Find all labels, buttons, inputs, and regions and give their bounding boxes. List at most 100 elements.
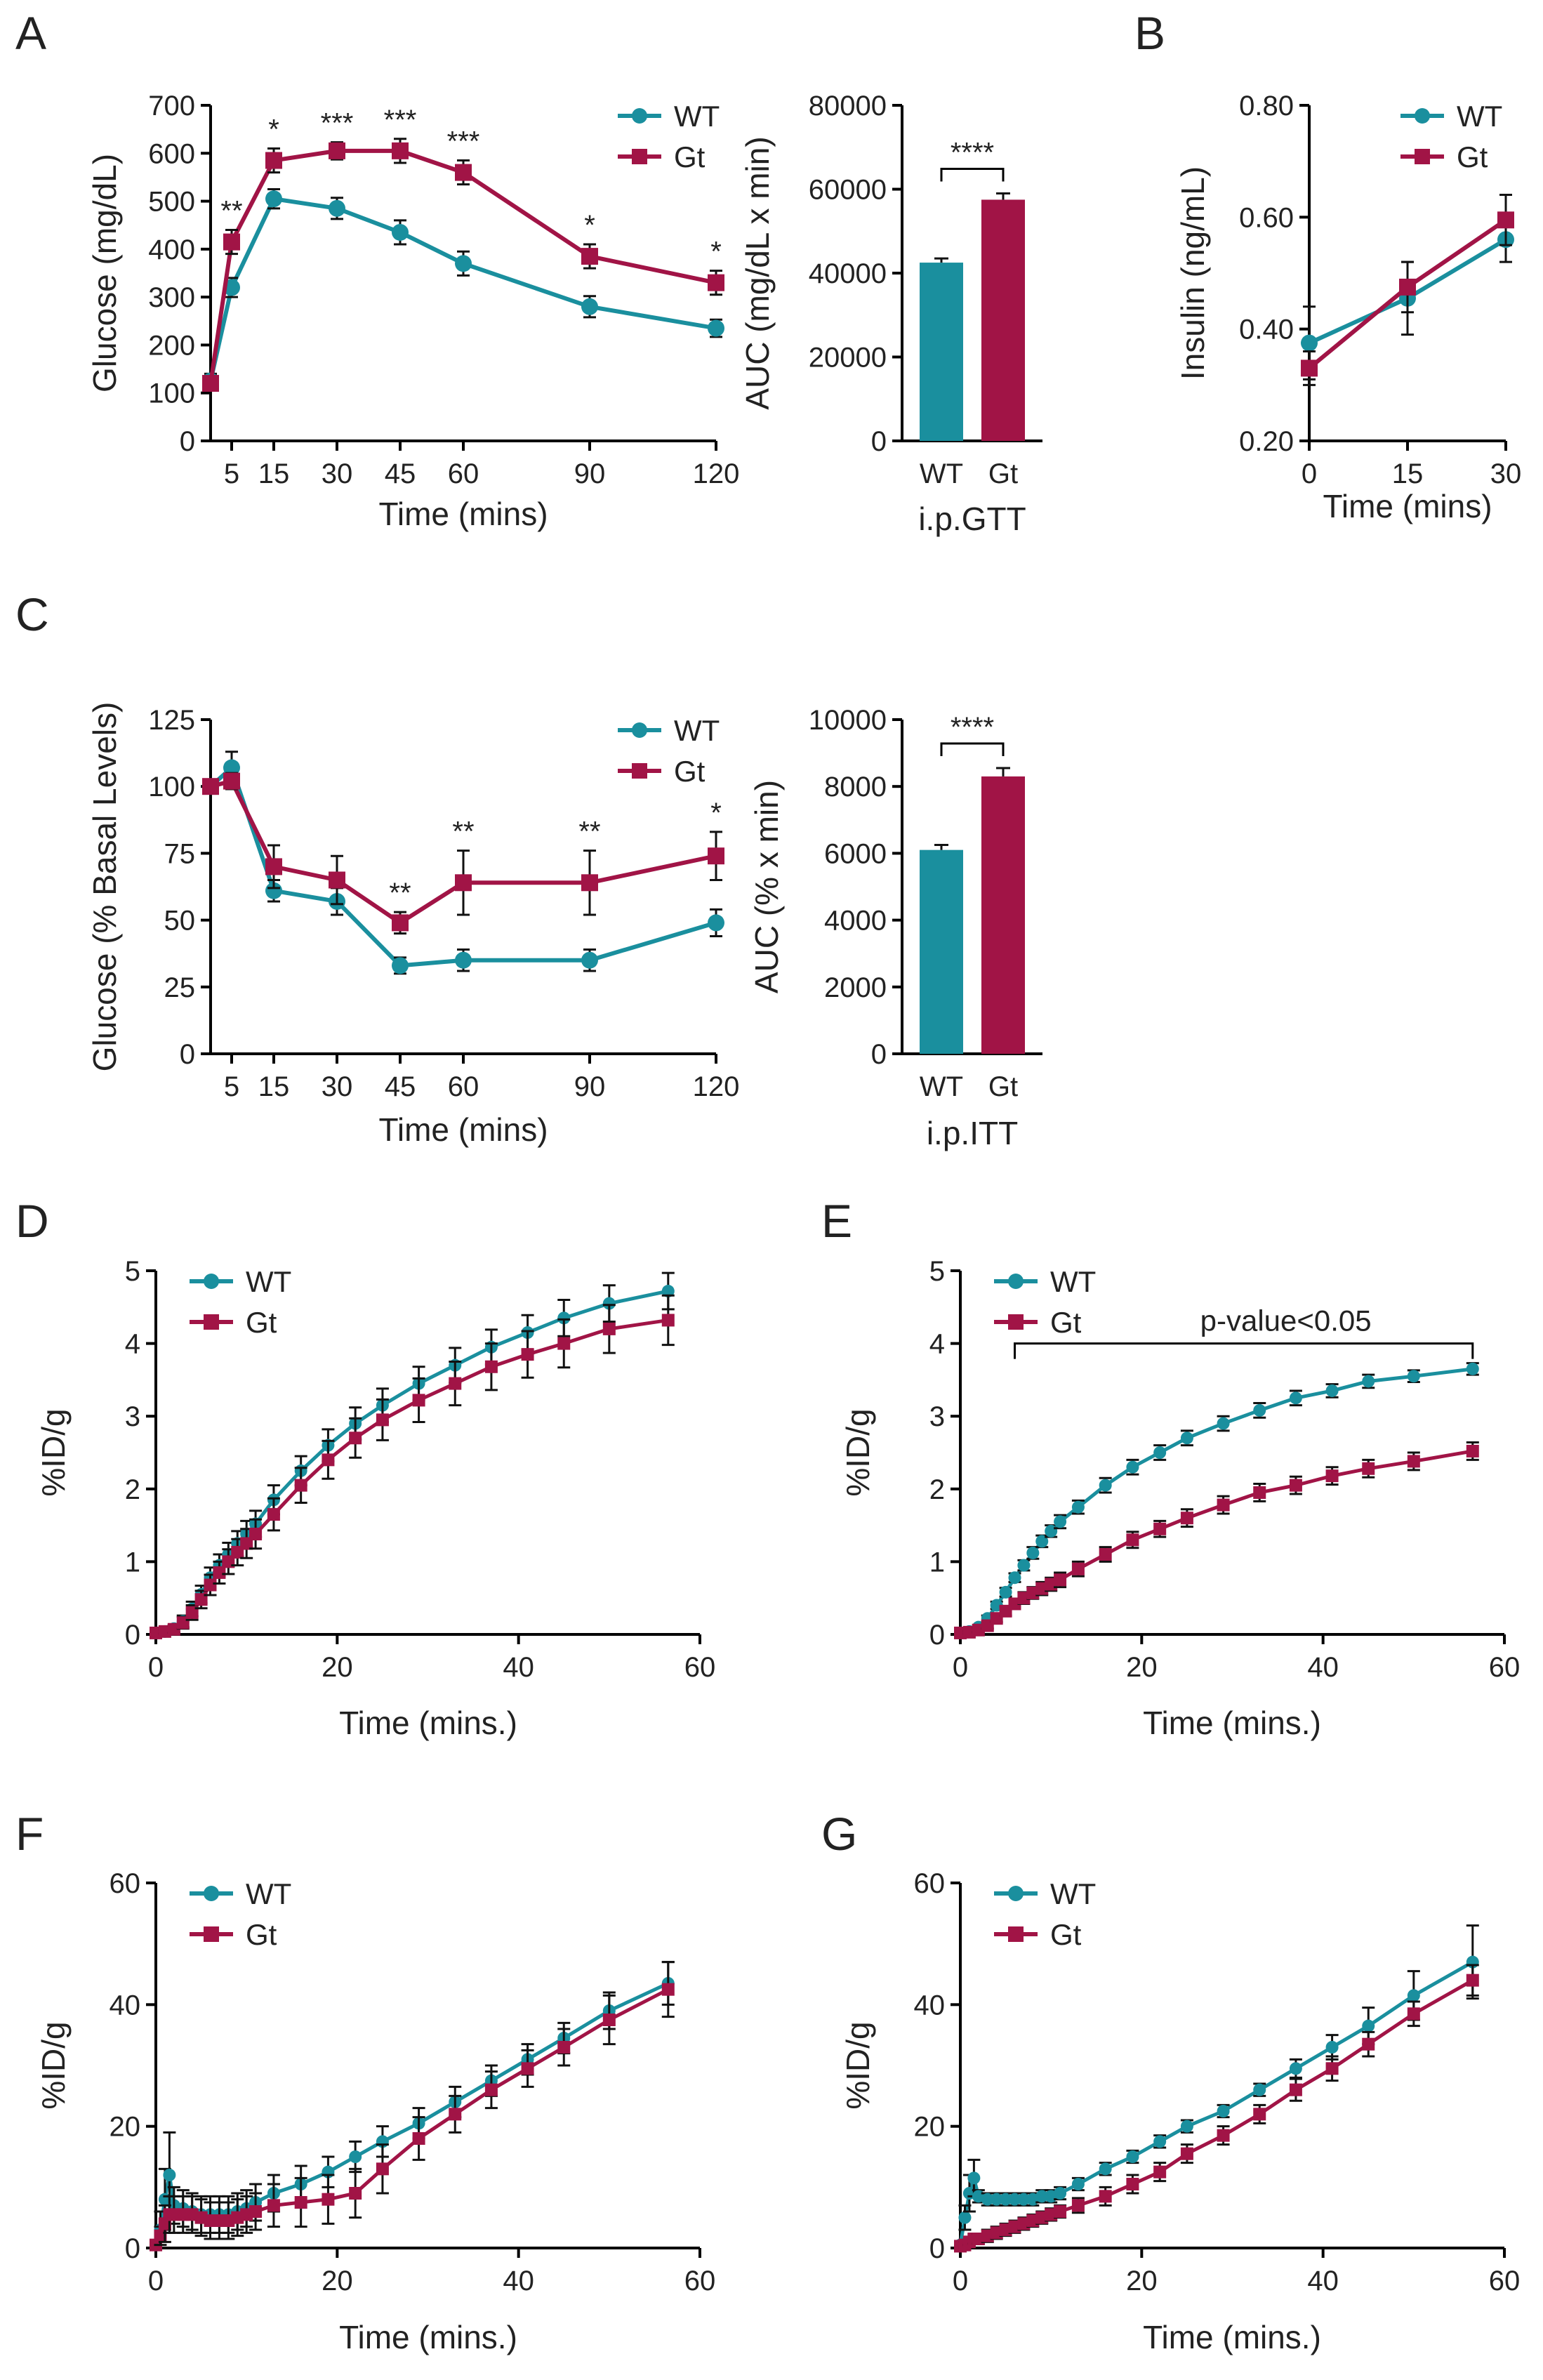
x-axis-label: Time (mins) xyxy=(378,496,548,532)
y-axis-label: %ID/g xyxy=(840,1408,876,1496)
legend-label-gt: Gt xyxy=(674,140,706,173)
legend-label-gt: Gt xyxy=(674,755,706,788)
legend: WT Gt xyxy=(618,100,720,173)
legend-marker-wt xyxy=(1415,108,1430,124)
x-tick-label: 40 xyxy=(1307,2266,1339,2296)
data-point-gt xyxy=(349,1432,362,1445)
legend-marker-gt xyxy=(1008,1926,1024,1942)
bar-gt xyxy=(981,776,1025,1054)
data-point-gt xyxy=(484,1360,498,1373)
x-tick-label: 120 xyxy=(693,458,740,489)
x-axis-label: Time (mins) xyxy=(1323,488,1492,524)
data-point-wt xyxy=(1180,2120,1193,2133)
legend-label-wt: WT xyxy=(1050,1265,1096,1298)
data-point-gt xyxy=(249,1528,263,1541)
y-tick-label: 6000 xyxy=(824,838,887,869)
data-point-gt xyxy=(194,1593,208,1606)
legend-label-gt: Gt xyxy=(1457,140,1488,173)
data-point-gt xyxy=(322,2193,335,2206)
y-tick-label: 0 xyxy=(180,426,195,457)
y-tick-label: 5 xyxy=(929,1256,945,1287)
legend-marker-wt xyxy=(632,722,647,738)
data-point-gt xyxy=(376,1413,389,1427)
x-tick-label: 0 xyxy=(953,2266,968,2296)
significance-label: **** xyxy=(951,137,994,168)
data-point-gt xyxy=(708,274,724,291)
data-point-gt xyxy=(661,1983,675,1996)
legend-marker-wt xyxy=(204,1886,219,1901)
y-tick-label: 50 xyxy=(164,906,196,937)
series-line-wt xyxy=(208,197,717,382)
data-point-wt xyxy=(967,2171,981,2185)
data-point-wt xyxy=(1045,1524,1058,1538)
x-tick-label: 15 xyxy=(258,1071,290,1102)
data-point-gt xyxy=(455,874,472,892)
significance-label: * xyxy=(710,798,722,828)
data-point-gt xyxy=(661,1314,675,1327)
chart-g1: 0 20 40 60 0 20 40 60 Time (mins.) %ID/g WT Gt xyxy=(840,1868,1520,2355)
legend-marker-gt xyxy=(1008,1314,1024,1330)
significance-label: ** xyxy=(220,196,242,227)
data-point-gt xyxy=(1325,2062,1339,2075)
y-tick-label: 125 xyxy=(148,705,195,736)
data-point-wt xyxy=(1289,1391,1302,1405)
y-tick-label: 600 xyxy=(148,138,195,169)
data-point-wt xyxy=(392,957,409,974)
panel-label-a: A xyxy=(15,7,46,59)
series-wt xyxy=(954,1362,1479,1639)
data-point-wt xyxy=(708,914,724,932)
panel-label-b: B xyxy=(1134,7,1165,59)
y-axis-label: %ID/g xyxy=(840,2021,876,2109)
legend-label-wt: WT xyxy=(246,1265,291,1298)
data-point-gt xyxy=(1289,2083,1302,2096)
data-point-gt xyxy=(1071,1562,1085,1575)
series-gt xyxy=(954,1441,1479,1639)
x-tick-label: 120 xyxy=(693,1071,740,1102)
x-category-label: WT xyxy=(920,458,963,489)
y-tick-label: 0 xyxy=(871,1039,887,1070)
y-tick-label: 0.40 xyxy=(1239,315,1294,345)
legend-label-wt: WT xyxy=(1457,100,1502,133)
panel-label-e: E xyxy=(821,1195,852,1247)
chart-a2: 0 20000 40000 60000 80000 WT Gt **** i.p.GTT AUC … xyxy=(739,91,1042,537)
legend-label-wt: WT xyxy=(674,100,720,133)
data-point-gt xyxy=(202,778,219,795)
data-point-gt xyxy=(329,871,345,889)
data-point-gt xyxy=(484,2083,498,2096)
data-point-gt xyxy=(1289,1479,1302,1492)
x-tick-label: 90 xyxy=(574,458,606,489)
data-point-wt xyxy=(557,1311,571,1325)
data-point-gt xyxy=(1180,1512,1193,1525)
data-point-gt xyxy=(1071,2199,1085,2212)
chart-e1: 0 1 2 3 4 5 0 20 40 60 Time (mins.) %ID/g p-value<0.… xyxy=(840,1256,1520,1741)
x-tick-label: 30 xyxy=(1490,458,1522,489)
x-tick-label: 0 xyxy=(148,1652,164,1683)
y-tick-label: 400 xyxy=(148,234,195,265)
y-tick-label: 10000 xyxy=(809,705,887,736)
y-axis-label: Glucose (mg/dL) xyxy=(86,154,123,392)
data-point-wt xyxy=(1325,2041,1339,2054)
data-point-wt xyxy=(1217,1417,1230,1430)
legend-label-gt: Gt xyxy=(246,1918,277,1951)
x-tick-label: 45 xyxy=(385,458,416,489)
legend-marker-gt xyxy=(204,1926,219,1942)
data-point-gt xyxy=(602,1322,616,1335)
y-tick-label: 200 xyxy=(148,330,195,361)
data-point-wt xyxy=(999,2193,1012,2206)
y-tick-label: 0 xyxy=(929,2233,945,2264)
significance-label: *** xyxy=(384,105,417,135)
data-point-wt xyxy=(1099,2162,1112,2176)
data-point-wt xyxy=(1008,1571,1021,1585)
legend-marker-wt xyxy=(632,108,647,124)
data-point-gt xyxy=(223,772,240,790)
x-tick-label: 40 xyxy=(503,1652,534,1683)
data-point-gt xyxy=(223,233,240,251)
significance-bracket xyxy=(1014,1342,1474,1359)
x-tick-label: 5 xyxy=(224,458,239,489)
legend-marker-wt xyxy=(1008,1886,1024,1901)
data-point-gt xyxy=(581,874,598,892)
x-axis-label: Time (mins.) xyxy=(339,1705,517,1741)
data-point-gt xyxy=(185,1606,199,1619)
y-tick-label: 700 xyxy=(148,91,195,121)
data-point-gt xyxy=(1099,1548,1112,1561)
